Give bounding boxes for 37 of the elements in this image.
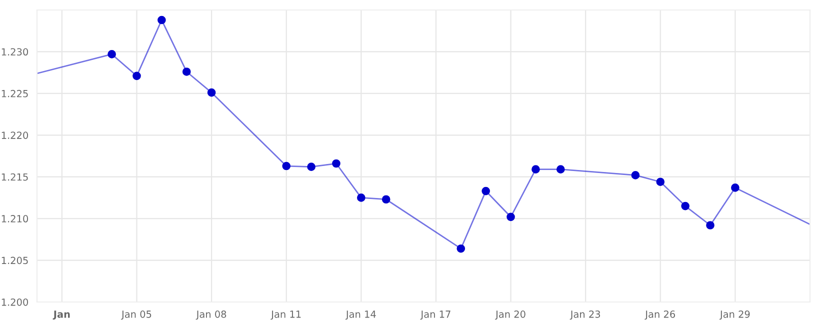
point (108, 50, 116, 58)
point (656, 178, 665, 186)
x-tick-label: Jan 14 (345, 310, 376, 320)
x-tick-label: Jan 20 (495, 310, 526, 320)
point (532, 165, 540, 174)
y-tick-label: 1.225 (2, 90, 28, 98)
x-tick-label: Jan 29 (719, 310, 750, 320)
point (356, 194, 366, 202)
point (382, 195, 390, 204)
x-tick-label: Jan 08 (196, 310, 226, 320)
x-tick-label: Jan (52, 310, 70, 320)
point (631, 171, 640, 180)
point (182, 68, 191, 76)
point (132, 72, 141, 80)
point (282, 162, 291, 170)
point (158, 16, 166, 24)
point (207, 88, 216, 97)
y-tick-label: 1.215 (2, 173, 28, 181)
x-tick-label: Jan 11 (270, 310, 301, 320)
point (506, 212, 515, 222)
y-tick-label: 1.230 (2, 48, 28, 56)
x-tick-label: Jan 23 (570, 310, 600, 320)
y-tick-label: 1.200 (2, 298, 28, 306)
point (482, 186, 490, 196)
y-tick-label: 1.220 (2, 132, 28, 139)
point (307, 162, 316, 172)
point (706, 221, 714, 230)
point (456, 244, 466, 253)
y-tick-label: 1.205 (2, 256, 28, 264)
x-tick-label: Jan 05 (121, 310, 152, 320)
point (731, 184, 740, 192)
point (332, 159, 340, 168)
y-tick-label: 1.210 (2, 215, 28, 222)
point (681, 202, 690, 210)
x-tick-label: Jan 17 (420, 310, 450, 320)
point (556, 165, 565, 174)
x-tick-label: Jan 26 (644, 310, 675, 320)
